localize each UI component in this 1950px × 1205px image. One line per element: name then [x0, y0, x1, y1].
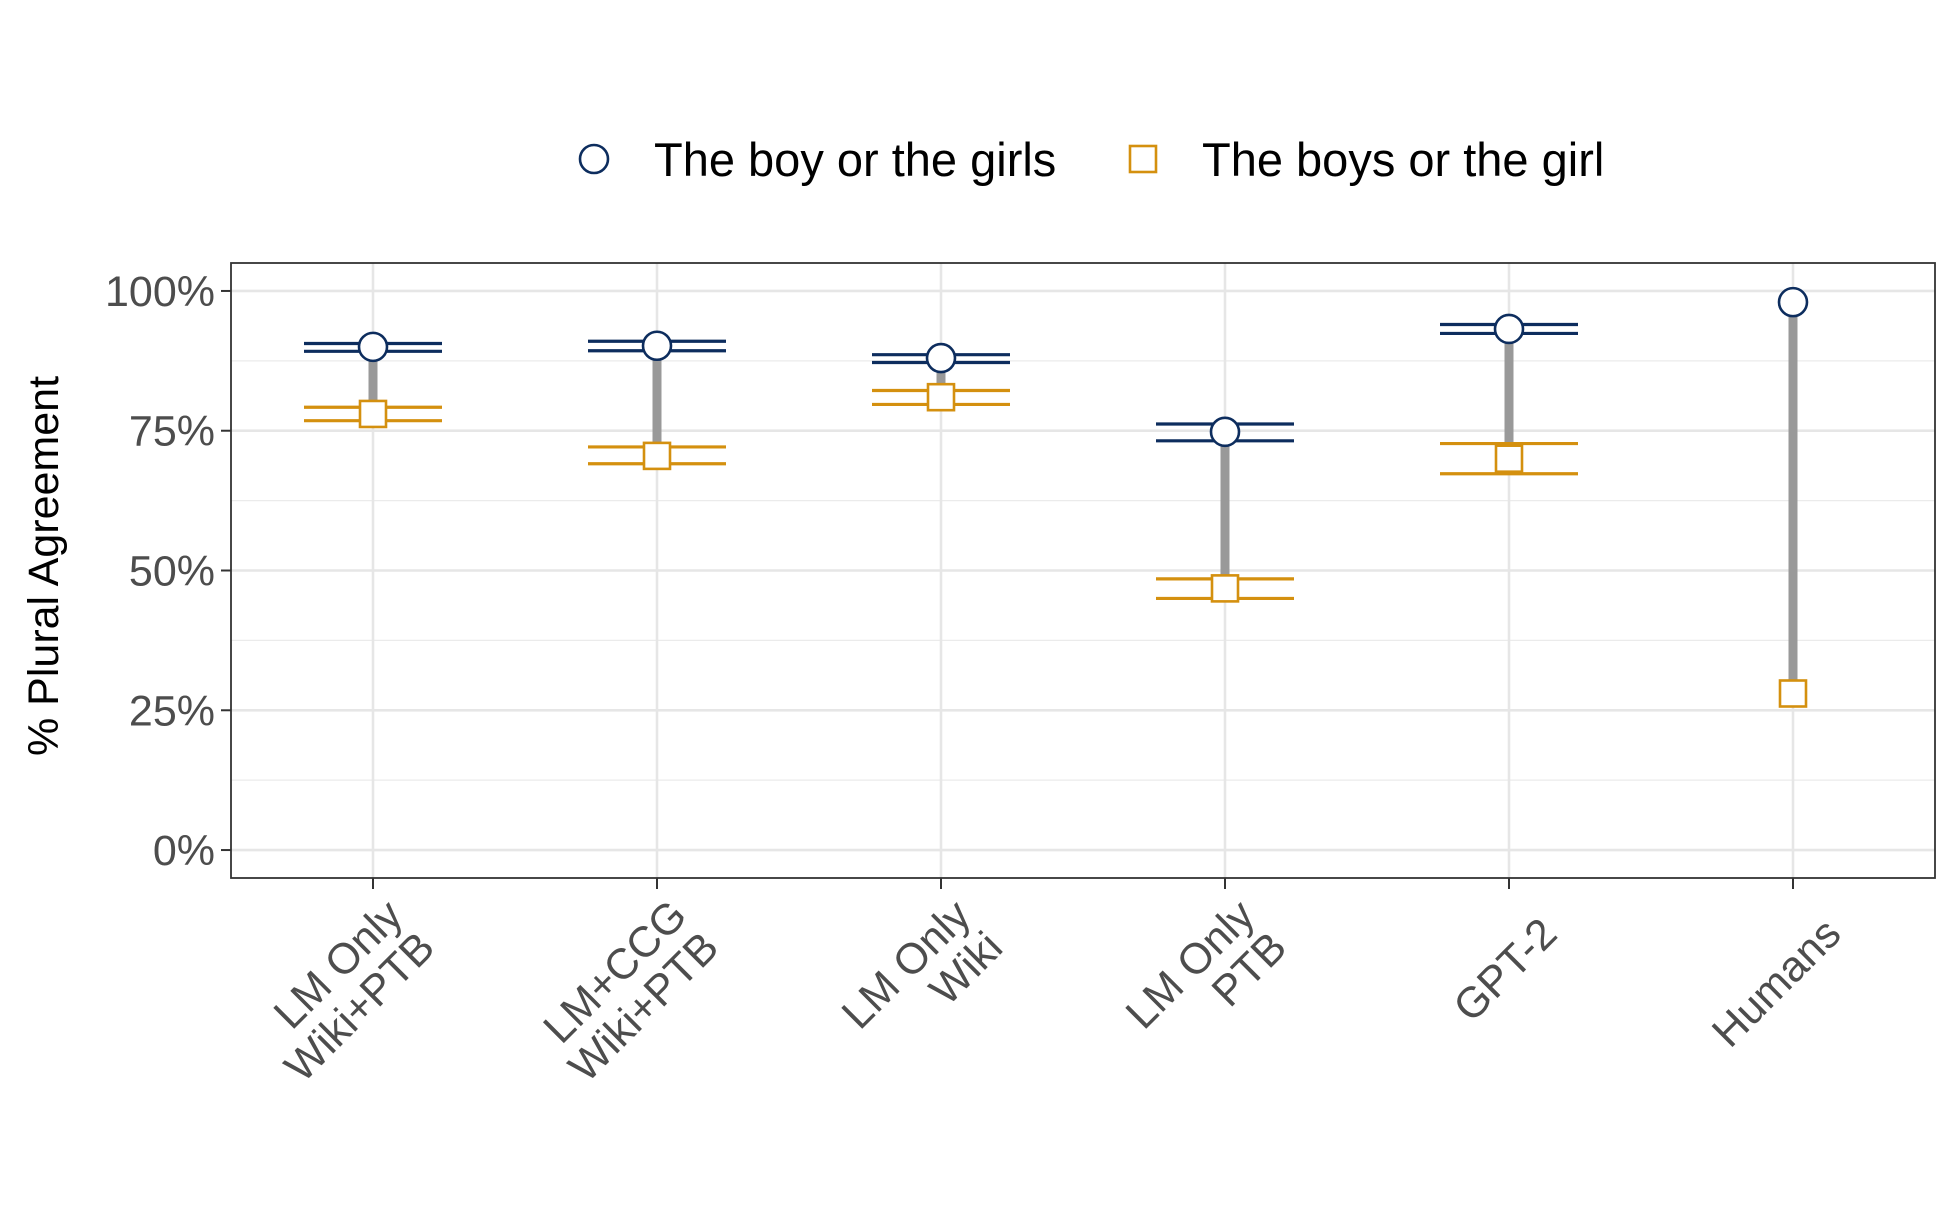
square-point: [642, 441, 672, 471]
x-tick-label: LM OnlyPTB: [1117, 891, 1296, 1070]
circle-point: [1493, 313, 1525, 345]
legend-square-key: [1128, 144, 1158, 174]
x-tick-label-line: GPT-2: [1445, 909, 1567, 1031]
circle-point: [925, 342, 957, 374]
data-points: [357, 286, 1809, 708]
circle-point: [1209, 416, 1241, 448]
y-tick-label: 0%: [153, 827, 215, 875]
square-point: [926, 382, 956, 412]
square-point: [1494, 444, 1524, 473]
legend: The boy or the girls The boys or the girl: [578, 133, 1604, 186]
y-tick-label: 50%: [129, 548, 215, 596]
circle-point: [641, 330, 673, 362]
connectors: [368, 302, 1798, 694]
y-tick-label: 75%: [129, 408, 215, 456]
x-tick-label: GPT-2: [1445, 909, 1567, 1031]
x-tick-label: LM OnlyWiki+PTB: [244, 891, 445, 1092]
square-point: [358, 399, 388, 429]
legend-label: The boy or the girls: [654, 133, 1056, 186]
circle-point: [1777, 286, 1809, 318]
legend-circle-key: [578, 143, 610, 175]
x-tick-label: LM OnlyWiki: [833, 891, 1012, 1070]
y-tick-label: 25%: [129, 687, 215, 735]
x-tick-label: Humans: [1703, 909, 1850, 1056]
square-point: [1778, 679, 1808, 708]
y-tick-label: 100%: [105, 268, 215, 316]
square-point: [1210, 574, 1240, 603]
x-tick-label-line: Humans: [1703, 909, 1850, 1056]
circle-point: [357, 331, 389, 363]
x-tick-label: LM+CCGWiki+PTB: [528, 891, 728, 1091]
grid: [231, 263, 1935, 878]
legend-label: The boys or the girl: [1202, 133, 1604, 186]
x-axis: LM OnlyWiki+PTB LM+CCGWiki+PTB LM OnlyWiki…: [244, 878, 1850, 1092]
y-axis: 0% 25% 50% 75% 100%: [105, 268, 231, 875]
y-axis-title: % Plural Agreement: [20, 376, 68, 756]
